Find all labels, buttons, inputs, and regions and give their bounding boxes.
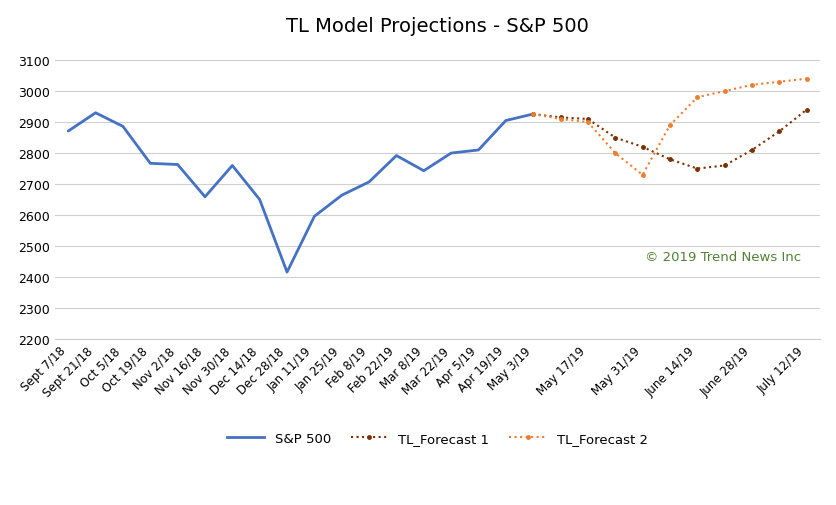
Title: TL Model Projections - S&P 500: TL Model Projections - S&P 500 <box>286 17 589 35</box>
Legend: S&P 500, TL_Forecast 1, TL_Forecast 2: S&P 500, TL_Forecast 1, TL_Forecast 2 <box>222 427 652 450</box>
Text: © 2019 Trend News Inc: © 2019 Trend News Inc <box>645 250 800 264</box>
